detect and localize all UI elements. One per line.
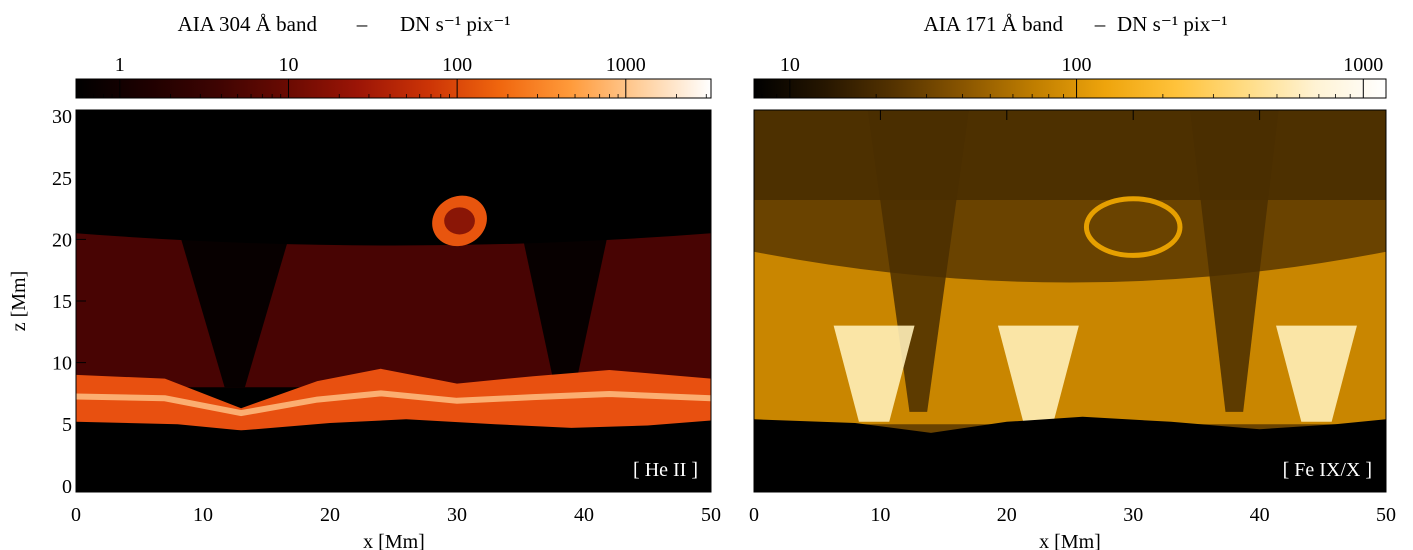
left-y-label: z [Mm]	[8, 271, 30, 332]
left-annotation: [ He II ]	[633, 459, 698, 481]
right-title-unit: DN s⁻¹ pix⁻¹	[1117, 12, 1228, 36]
left-dark-lane-2	[520, 227, 610, 388]
left-y-tick-label-3: 15	[52, 291, 72, 313]
left-dark-lane-1	[177, 227, 292, 388]
right-loop-ring	[1083, 196, 1183, 258]
left-colorbar-gradient	[75, 78, 712, 99]
left-bright-layer-highlight	[76, 390, 711, 417]
right-bright-footpoint-2	[997, 325, 1079, 422]
right-x-tick-label-3: 30	[1123, 504, 1143, 526]
right-colorbar-tick-label-1: 100	[1062, 54, 1092, 76]
right-dark-lane-1	[867, 110, 969, 412]
left-bright-layer	[76, 368, 711, 431]
right-annotation: [ Fe IX/X ]	[1283, 459, 1372, 481]
panel-right: AIA 171 Å band – DN s⁻¹ pix⁻¹ 10 100 1000 …	[749, 12, 1396, 550]
right-colorbar-tick-label-2: 1000	[1343, 54, 1383, 76]
right-title-dash: –	[1094, 12, 1106, 36]
left-y-tick-label-0: 0	[62, 476, 72, 498]
left-x-tick-label-1: 10	[193, 504, 213, 526]
left-y-tick-label-6: 30	[52, 106, 72, 128]
left-blob-core	[444, 207, 475, 235]
left-colorbar: 1 10 100 1000	[75, 54, 712, 99]
right-colorbar-gradient	[753, 78, 1387, 99]
left-corona-glow	[76, 233, 711, 388]
right-photosphere	[754, 416, 1386, 492]
left-colorbar-tick-label-1: 10	[278, 54, 298, 76]
left-x-axis: 0 10 20 30 40 50	[71, 110, 721, 526]
left-y-tick-label-5: 25	[52, 168, 72, 190]
right-bright-footpoint-1	[833, 325, 915, 422]
right-x-tick-label-2: 20	[997, 504, 1017, 526]
left-x-tick-label-2: 20	[320, 504, 340, 526]
left-y-tick-label-4: 20	[52, 229, 72, 251]
right-x-tick-label-1: 10	[870, 504, 890, 526]
right-x-tick-label-0: 0	[749, 504, 759, 526]
left-x-tick-label-0: 0	[71, 504, 81, 526]
right-heatmap	[754, 110, 1386, 492]
left-colorbar-tick-label-0: 1	[115, 54, 125, 76]
left-title-dash: –	[356, 12, 368, 36]
left-x-tick-label-4: 40	[574, 504, 594, 526]
right-x-label: x [Mm]	[1039, 531, 1101, 550]
right-dark-lane-2	[1190, 110, 1279, 412]
left-x-tick-label-3: 30	[447, 504, 467, 526]
left-x-tick-label-5: 50	[701, 504, 721, 526]
right-title-main: AIA 171 Å band	[924, 12, 1064, 36]
left-colorbar-tick-label-3: 1000	[606, 54, 646, 76]
left-x-label: x [Mm]	[363, 531, 425, 550]
right-upper-dim	[754, 110, 1386, 200]
left-colorbar-ticks: 1 10 100 1000	[81, 54, 707, 98]
left-heatmap	[76, 110, 711, 492]
right-bright-footpoint-3	[1276, 325, 1357, 422]
left-y-tick-label-1: 5	[62, 414, 72, 436]
left-y-tick-label-2: 10	[52, 353, 72, 375]
right-x-axis: 0 10 20 30 40 50	[749, 110, 1396, 526]
left-y-axis: 0 5 10 15 20 25 30	[52, 106, 86, 498]
right-colorbar: 10 100 1000	[753, 54, 1387, 99]
right-x-tick-label-5: 50	[1376, 504, 1396, 526]
right-x-tick-label-4: 40	[1250, 504, 1270, 526]
left-colorbar-tick-label-2: 100	[442, 54, 472, 76]
right-plot-frame	[753, 109, 1387, 493]
right-colorbar-ticks: 10 100 1000	[761, 54, 1383, 98]
right-colorbar-tick-label-0: 10	[780, 54, 800, 76]
left-photosphere	[76, 419, 711, 492]
left-title-unit: DN s⁻¹ pix⁻¹	[400, 12, 511, 36]
panel-left: AIA 304 Å band – DN s⁻¹ pix⁻¹ 1 10 100 1000…	[8, 12, 721, 550]
left-title-main: AIA 304 Å band	[178, 12, 318, 36]
